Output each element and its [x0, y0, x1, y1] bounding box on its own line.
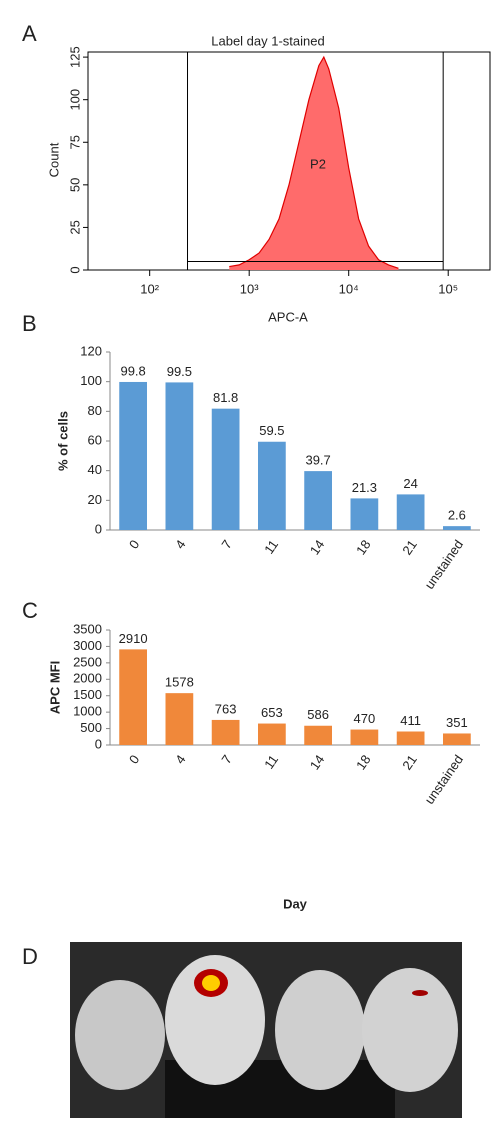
histogram-line [229, 55, 399, 269]
value-label: 59.5 [259, 423, 284, 438]
bar [211, 408, 240, 530]
x-tick-label: 10³ [240, 281, 259, 296]
value-label: 99.5 [167, 364, 192, 379]
panel-label: D [22, 944, 38, 969]
x-tick-label: 14 [307, 537, 328, 557]
bar [119, 649, 147, 745]
x-tick-label: 7 [218, 537, 234, 552]
y-tick-label: 3000 [73, 638, 102, 653]
x-tick-label: 21 [399, 537, 420, 557]
x-tick-label: 7 [218, 752, 234, 767]
x-axis-label: APC-A [268, 309, 308, 324]
bar [165, 382, 194, 530]
value-label: 470 [354, 711, 376, 726]
bar [258, 723, 286, 745]
bar [443, 733, 471, 745]
y-tick-label: 500 [80, 720, 102, 735]
x-tick-label: 4 [172, 752, 188, 767]
y-tick-label: 120 [80, 343, 102, 358]
value-label: 2910 [119, 631, 148, 646]
bar [211, 719, 240, 745]
x-axis-label: Day [283, 896, 308, 911]
mouse [165, 955, 265, 1085]
bar [350, 498, 379, 530]
bar [304, 725, 332, 745]
annotation: P2 [310, 156, 326, 171]
value-label: 21.3 [352, 480, 377, 495]
y-tick-label: 0 [95, 736, 102, 751]
value-label: 81.8 [213, 390, 238, 405]
x-tick-label: 11 [261, 752, 281, 772]
y-axis-label: APC MFI [47, 661, 62, 714]
y-tick-label: 80 [88, 403, 102, 418]
y-tick-label: 0 [67, 266, 82, 273]
y-tick-label: 1000 [73, 704, 102, 719]
y-axis-label: % of cells [55, 411, 70, 471]
bar [396, 494, 425, 530]
y-tick-label: 0 [95, 521, 102, 536]
y-tick-label: 100 [67, 89, 82, 111]
chart-title: Label day 1-stained [211, 33, 324, 48]
x-tick-label: 18 [353, 537, 374, 557]
value-label: 763 [215, 701, 237, 716]
y-tick-label: 25 [67, 220, 82, 234]
bar [396, 731, 425, 745]
panel-label: C [22, 598, 38, 623]
mouse [362, 968, 458, 1092]
y-tick-label: 60 [88, 432, 102, 447]
y-tick-label: 100 [80, 373, 102, 388]
x-tick-label: unstained [422, 537, 467, 592]
bar [304, 471, 332, 530]
x-tick-label: 0 [126, 752, 142, 767]
mouse [75, 980, 165, 1090]
value-label: 2.6 [448, 508, 466, 523]
x-tick-label: 14 [307, 752, 328, 772]
value-label: 1578 [165, 675, 194, 690]
y-tick-label: 20 [88, 492, 102, 507]
panel-label: A [22, 21, 37, 46]
y-tick-label: 2500 [73, 654, 102, 669]
x-tick-label: 11 [261, 537, 281, 557]
y-tick-label: 125 [67, 46, 82, 68]
value-label: 99.8 [120, 363, 145, 378]
value-label: 24 [403, 476, 417, 491]
x-tick-label: 18 [353, 752, 374, 772]
bar [165, 693, 194, 745]
y-tick-label: 50 [67, 178, 82, 192]
bar [119, 381, 147, 530]
panel-label: B [22, 311, 37, 336]
value-label: 411 [400, 713, 421, 728]
value-label: 586 [307, 707, 329, 722]
signal [412, 990, 428, 996]
bar [350, 729, 379, 745]
y-tick-label: 40 [88, 462, 102, 477]
y-axis-label: Count [46, 142, 61, 177]
area-fill [229, 57, 399, 270]
mouse-image [70, 942, 462, 1118]
x-tick-label: unstained [422, 752, 467, 807]
x-tick-label: 10⁴ [339, 281, 359, 296]
y-tick-label: 2000 [73, 671, 102, 686]
value-label: 351 [446, 715, 468, 730]
x-tick-label: 4 [172, 537, 188, 552]
y-tick-label: 3500 [73, 621, 102, 636]
y-tick-label: 75 [67, 135, 82, 149]
mouse [275, 970, 365, 1090]
signal-core [202, 975, 220, 991]
x-tick-label: 10⁵ [438, 281, 458, 296]
bar [443, 526, 471, 530]
bar [258, 441, 286, 530]
x-tick-label: 0 [126, 537, 142, 552]
y-tick-label: 1500 [73, 687, 102, 702]
value-label: 653 [261, 705, 283, 720]
x-tick-label: 10² [140, 281, 159, 296]
x-tick-label: 21 [399, 752, 420, 772]
value-label: 39.7 [305, 453, 330, 468]
